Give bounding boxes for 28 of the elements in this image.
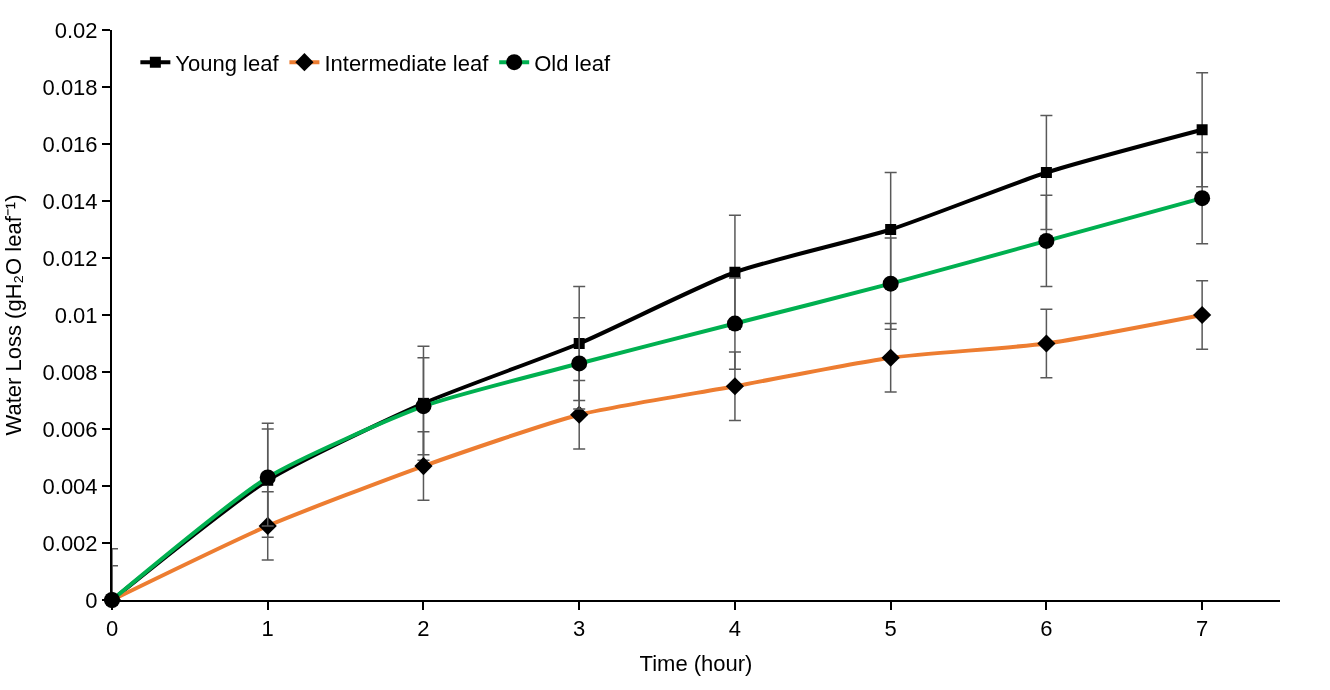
point (885, 224, 897, 235)
legend-label: Intermediate leaf (324, 50, 490, 76)
y-tick-label: 0.016 (42, 131, 98, 157)
y-tick-label: 0.008 (42, 359, 98, 385)
y-tick-label: 0.02 (54, 17, 98, 43)
x-tick-label: 1 (261, 616, 274, 642)
y-tick-label: 0.006 (42, 416, 98, 442)
legend-label: Young leaf (175, 50, 280, 76)
point (729, 266, 741, 278)
y-tick-label: 0.018 (42, 74, 98, 100)
x-tick-label: 2 (417, 616, 430, 642)
y-tick-label: 0.014 (42, 188, 98, 214)
point (1040, 167, 1052, 178)
y-tick-label: 0.004 (42, 473, 98, 499)
y-tick-label: 0.012 (42, 245, 98, 271)
y-tick-label: 0.01 (54, 302, 98, 328)
y-tick-label: 0 (85, 587, 98, 613)
x-tick-label: 4 (728, 616, 742, 642)
y-axis-title: Water Loss (gH₂O leaf⁻¹) (0, 194, 26, 436)
legend-label: Old leaf (534, 50, 611, 76)
point (1196, 124, 1208, 136)
x-tick-label: 6 (1040, 616, 1053, 642)
x-tick-label: 0 (105, 616, 119, 642)
x-tick-label: 5 (884, 616, 897, 642)
x-axis-title: Time (hour) (639, 650, 753, 676)
x-tick-label: 7 (1196, 616, 1209, 642)
y-tick-label: 0.002 (42, 530, 98, 556)
x-tick-label: 3 (573, 616, 586, 642)
